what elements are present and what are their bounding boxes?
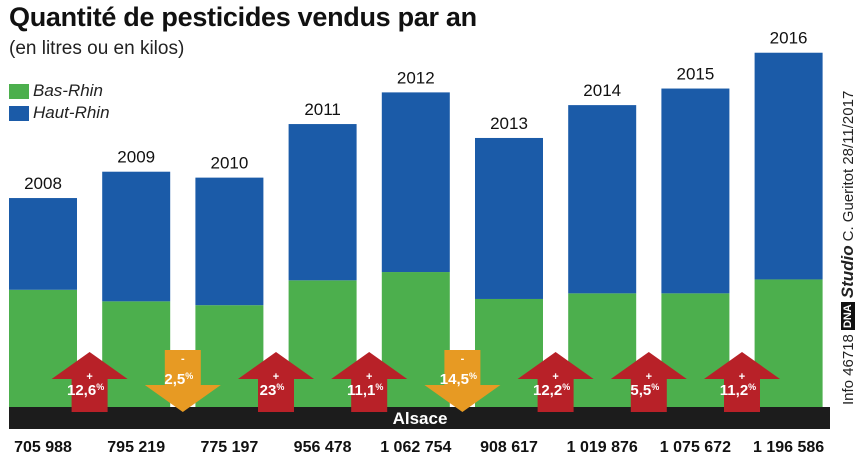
legend-swatch-haut-rhin [9, 105, 29, 121]
change-sign: + [86, 371, 92, 383]
legend-item-haut-rhin: Haut-Rhin [9, 102, 110, 124]
alsace-band [9, 407, 830, 429]
bar-bas-rhin-2015 [661, 293, 730, 407]
year-label: 2015 [676, 65, 714, 84]
bar-haut-rhin-2016 [754, 52, 823, 280]
change-unit: % [96, 382, 104, 392]
change-unit: % [748, 382, 756, 392]
total-value: 1 196 586 [753, 439, 824, 456]
year-label: 2008 [24, 174, 62, 193]
change-unit: % [185, 371, 193, 381]
total-value: 775 197 [200, 439, 258, 456]
bar-haut-rhin-2015 [661, 88, 730, 294]
change-sign: - [181, 353, 185, 365]
bar-haut-rhin-2009 [102, 171, 171, 302]
change-sign: + [739, 371, 745, 383]
change-unit: % [276, 382, 284, 392]
credit-brand-logo: DNA [841, 302, 855, 331]
credit-info: Info 46718 [839, 334, 857, 405]
change-sign: + [552, 371, 558, 383]
change-sign: - [461, 353, 465, 365]
year-label: 2012 [397, 68, 435, 87]
legend: Bas-Rhin Haut-Rhin [9, 80, 110, 124]
change-value: 14,5% [440, 371, 477, 388]
total-value: 1 062 754 [380, 439, 451, 456]
change-arrow-down [144, 350, 221, 412]
change-arrow-up [610, 352, 687, 412]
total-value: 1 019 876 [567, 439, 638, 456]
total-value: 705 988 [14, 439, 72, 456]
year-label: 2013 [490, 114, 528, 133]
legend-swatch-bas-rhin [9, 83, 29, 99]
bar-haut-rhin-2008 [9, 198, 77, 290]
change-value: 12,6% [67, 382, 104, 399]
change-value: 11,1% [347, 382, 383, 399]
change-arrow-up [704, 352, 780, 412]
change-arrow-down [424, 350, 501, 412]
bar-bas-rhin-2016 [754, 279, 823, 407]
total-value: 908 617 [480, 439, 538, 456]
year-label: 2010 [210, 154, 248, 173]
change-unit: % [375, 382, 383, 392]
credit-author: C. Gueritot 28/11/2017 [839, 90, 857, 242]
bar-bas-rhin-2014 [568, 293, 637, 407]
bar-bas-rhin-2012 [381, 272, 450, 407]
chart-subtitle: (en litres ou en kilos) [9, 38, 185, 59]
legend-label-haut-rhin: Haut-Rhin [33, 103, 110, 122]
alsace-label: Alsace [393, 409, 448, 428]
year-label: 2009 [117, 148, 155, 167]
legend-item-bas-rhin: Bas-Rhin [9, 80, 110, 102]
change-arrow-up [331, 352, 408, 412]
change-arrow-up [51, 352, 128, 412]
change-arrow-up [238, 352, 314, 412]
credit-studio-logo: Studio [838, 245, 857, 299]
bar-haut-rhin-2010 [195, 177, 264, 306]
change-sign: + [646, 371, 652, 383]
chart-title: Quantité de pesticides vendus par an [9, 2, 477, 32]
change-value: 12,2% [533, 382, 570, 399]
change-unit: % [469, 371, 477, 381]
total-value: 956 478 [294, 439, 352, 456]
year-label: 2016 [770, 29, 808, 48]
legend-label-bas-rhin: Bas-Rhin [33, 81, 103, 100]
change-arrow-up [517, 352, 594, 412]
year-label: 2011 [304, 100, 341, 119]
bar-bas-rhin-2008 [9, 289, 77, 407]
bar-bas-rhin-2011 [288, 280, 357, 407]
bar-haut-rhin-2013 [475, 137, 543, 299]
total-value: 1 075 672 [660, 439, 731, 456]
bar-haut-rhin-2011 [288, 124, 357, 281]
change-sign: + [366, 371, 372, 383]
year-label: 2014 [583, 81, 621, 100]
bar-haut-rhin-2012 [381, 92, 450, 273]
change-unit: % [651, 382, 659, 392]
change-value: 11,2% [720, 382, 756, 399]
bar-haut-rhin-2014 [568, 105, 637, 294]
total-value: 795 219 [107, 439, 165, 456]
change-unit: % [562, 382, 570, 392]
change-sign: + [273, 371, 279, 383]
credit-line: Info 46718 DNA Studio C. Gueritot 28/11/… [838, 91, 858, 405]
